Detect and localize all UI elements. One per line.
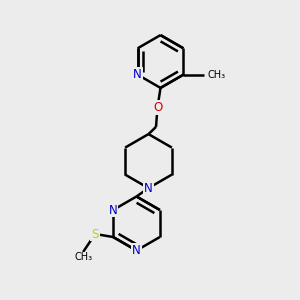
Text: N: N xyxy=(133,68,142,81)
Text: O: O xyxy=(153,101,162,114)
Text: CH₃: CH₃ xyxy=(74,252,92,262)
Text: N: N xyxy=(144,182,153,195)
Text: N: N xyxy=(132,244,141,257)
Text: CH₃: CH₃ xyxy=(208,70,226,80)
Text: N: N xyxy=(109,203,118,217)
Text: S: S xyxy=(92,227,99,241)
